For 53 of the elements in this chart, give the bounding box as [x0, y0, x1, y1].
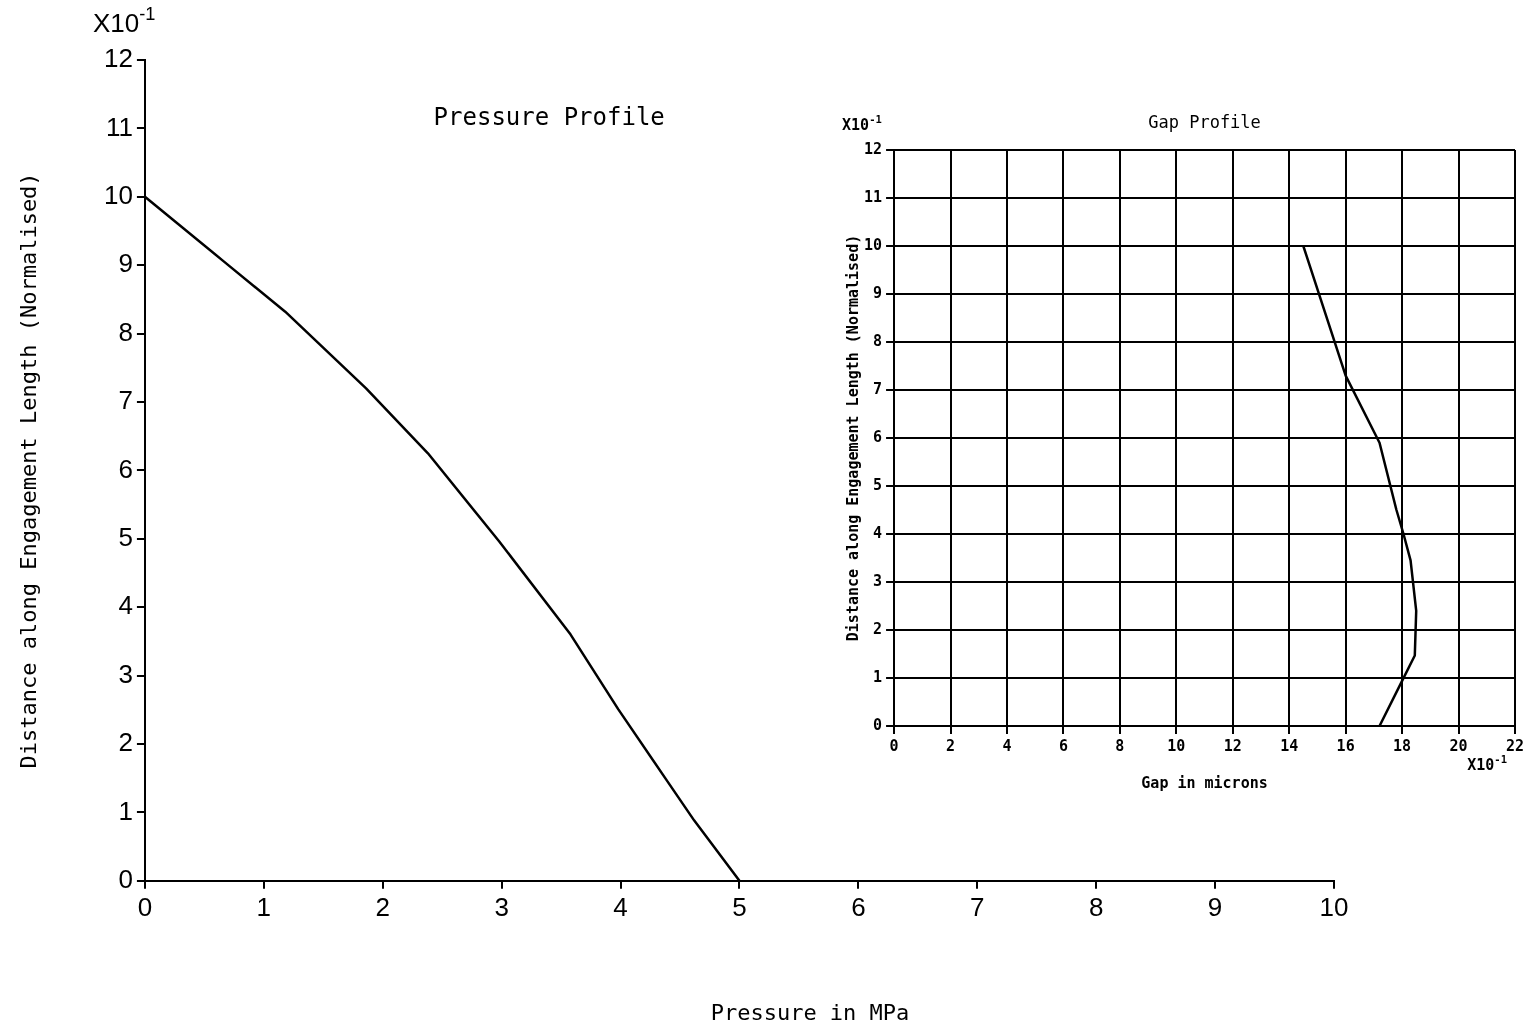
x-tick-label: 7	[970, 891, 985, 922]
y-axis-title: Distance along Engagement Length (Normalised)	[844, 234, 862, 642]
y-tick-label: 0	[873, 715, 883, 734]
y-tick-label: 6	[873, 427, 883, 446]
x-tick-label: 4	[613, 891, 628, 922]
x-tick-label: 10	[1167, 736, 1186, 755]
y-tick-label: 11	[864, 187, 883, 206]
y-tick-label: 2	[873, 619, 883, 638]
x-tick-label: 5	[732, 891, 747, 922]
x-tick-label: 22	[1505, 736, 1525, 755]
y-tick-label: 10	[104, 179, 133, 210]
x-axis-title: Pressure in MPa	[710, 1000, 910, 1025]
x-tick-label: 1	[256, 891, 272, 922]
y-tick-label: 8	[118, 316, 133, 347]
y-tick-label: 9	[118, 248, 133, 279]
y-tick-label: 8	[873, 331, 883, 350]
y-tick-label: 7	[873, 379, 883, 398]
y-axis-title: Distance along Engagement Length (Normalised)	[16, 172, 41, 769]
chart-title: Gap Profile	[1148, 112, 1261, 132]
y-tick-label: 7	[118, 385, 133, 416]
x-tick-label: 9	[1207, 891, 1223, 922]
y-tick-label: 1	[118, 795, 133, 826]
y-tick-label: 5	[873, 475, 883, 494]
y-tick-label: 0	[118, 863, 133, 894]
x-tick-label: 10	[1319, 891, 1349, 922]
x-axis-title: Gap in microns	[1141, 774, 1268, 792]
x-tick-label: 12	[1223, 736, 1242, 755]
y-tick-label: 5	[118, 521, 133, 552]
y-tick-label: 3	[118, 658, 133, 689]
x-tick-label: 2	[945, 736, 956, 755]
x-tick-label: 6	[1058, 736, 1068, 755]
x-tick-label: 16	[1336, 736, 1355, 755]
x-tick-label: 8	[1088, 891, 1104, 922]
y-tick-label: 6	[118, 453, 133, 484]
y-tick-label: 4	[118, 590, 133, 621]
y-tick-label: 12	[104, 43, 133, 74]
y-tick-label: 1	[873, 667, 883, 686]
x-tick-label: 0	[137, 891, 153, 922]
x-tick-label: 3	[494, 891, 509, 922]
x-tick-label: 8	[1115, 736, 1125, 755]
x-tick-label: 2	[375, 891, 390, 922]
y-tick-label: 12	[864, 139, 883, 158]
x-tick-label: 14	[1280, 736, 1299, 755]
y-tick-label: 10	[864, 235, 883, 254]
text: Pressure Profile	[433, 103, 665, 131]
x-tick-label: 4	[1002, 736, 1012, 755]
y-tick-label: 11	[105, 111, 133, 142]
y-tick-label: 3	[873, 571, 883, 590]
x-tick-label: 18	[1393, 736, 1412, 755]
x-tick-label: 20	[1449, 736, 1468, 755]
x-tick-label: 0	[889, 736, 899, 755]
y-tick-label: 9	[873, 283, 883, 302]
y-tick-label: 4	[873, 523, 883, 542]
